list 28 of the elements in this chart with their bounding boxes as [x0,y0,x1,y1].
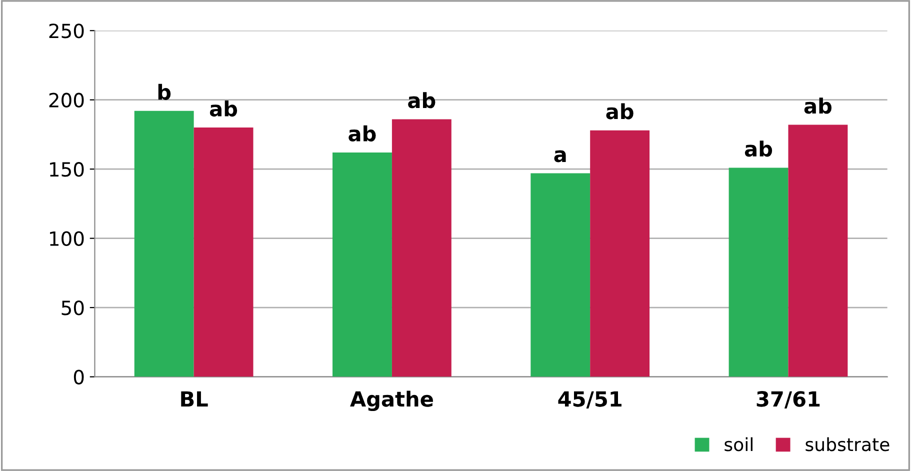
x-tick-label: 45/51 [558,391,622,408]
x-tick-label: Agathe [350,390,433,412]
bar [332,152,392,377]
x-tick-label: BL [181,391,208,407]
annotation: a [554,150,566,162]
annotation: ab [804,98,832,114]
annotation: b [158,84,171,100]
bar [194,128,254,377]
legend-label: substrate [806,437,890,452]
annotation: ab [408,92,436,108]
bar [134,110,194,377]
y-tick-label: 50 [62,300,84,316]
y-tick-label: 250 [49,24,84,38]
y-tick-label: 100 [50,231,84,246]
bar [788,124,848,377]
annotation: ab [348,125,376,142]
legend-label: soil [724,437,752,452]
y-tick-label: 200 [49,92,84,108]
annotation: ab [744,140,772,157]
bar [392,119,452,377]
x-tick-label: 37/61 [756,391,820,408]
bar [728,168,788,377]
annotation: ab [210,100,238,117]
y-tick-label: 150 [50,162,84,177]
bar [530,173,590,377]
annotation: ab [606,103,634,120]
y-tick-label: 0 [74,370,84,384]
bar [590,130,650,377]
